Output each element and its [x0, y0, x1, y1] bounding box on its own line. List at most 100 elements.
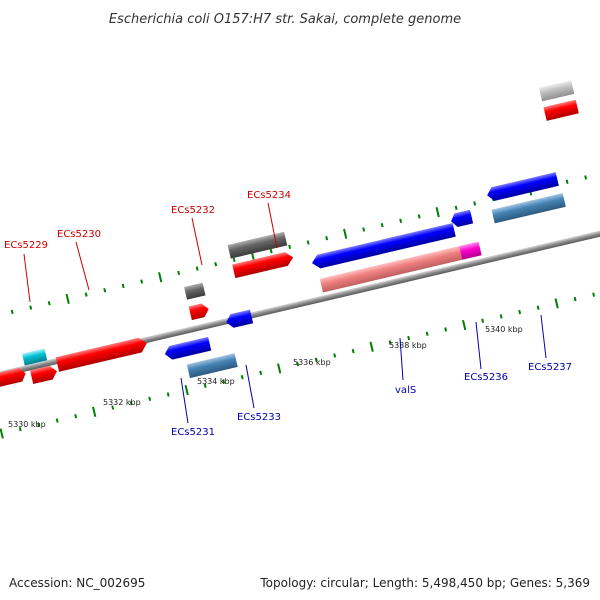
- tick-mark-forward-minor: [565, 179, 569, 184]
- gene-label-ecs5236: ECs5236: [464, 372, 508, 383]
- tick-mark-reverse-minor: [259, 370, 263, 375]
- tick-mark-reverse-major: [554, 298, 559, 309]
- gene-label-vals: valS: [395, 385, 416, 396]
- feature-ecs5231-cds: [164, 336, 212, 360]
- feature-ecs5237-gene: [491, 193, 566, 224]
- tick-label-5330: 5330 kbp: [8, 420, 46, 429]
- tick-mark-reverse-minor: [499, 314, 503, 319]
- tick-mark-reverse-minor: [351, 348, 355, 354]
- gene-label-ecs5230: ECs5230: [57, 229, 101, 240]
- tick-mark-reverse-minor: [55, 418, 59, 423]
- gene-label-ecs5231: ECs5231: [171, 427, 215, 438]
- map-body: [0, 80, 600, 439]
- feature-ecs5234-cds: [232, 252, 294, 279]
- tick-mark-forward-minor: [306, 240, 310, 245]
- tick-mark-forward-minor: [121, 283, 125, 289]
- feature-rna-gene-right: [538, 80, 575, 102]
- gene-label-ecs5229: ECs5229: [4, 240, 48, 251]
- tick-mark-reverse-major: [92, 406, 97, 417]
- tick-mark-reverse-minor: [444, 327, 448, 332]
- tick-row-reverse: [0, 292, 596, 439]
- gene-label-ecs5232: ECs5232: [171, 205, 215, 216]
- tick-mark-forward-minor: [195, 266, 199, 271]
- tick-mark-reverse-minor: [203, 383, 207, 388]
- tick-mark-forward-minor: [269, 249, 273, 254]
- tick-mark-forward-minor: [325, 235, 329, 241]
- leader-ecs5237: [540, 314, 547, 359]
- leader-ecs5236: [475, 321, 482, 370]
- tick-label-5338: 5338 kbp: [389, 341, 427, 350]
- tick-label-5334: 5334 kbp: [197, 377, 235, 386]
- tick-mark-forward-minor: [103, 288, 107, 293]
- tick-mark-forward-minor: [454, 205, 458, 210]
- tick-mark-reverse-minor: [240, 374, 244, 380]
- feature-ecs5237-cds: [487, 172, 559, 201]
- tick-mark-reverse-minor: [407, 335, 411, 341]
- tick-mark-forward-minor: [473, 201, 477, 206]
- tick-label-5332: 5332 kbp: [103, 398, 141, 407]
- feature-ecs5231-gene: [186, 353, 238, 379]
- genome-summary-text: Topology: circular; Length: 5,498,450 bp…: [259, 576, 590, 590]
- tick-mark-forward-minor: [29, 305, 33, 310]
- tick-mark-reverse-minor: [166, 392, 170, 397]
- feature-ecs5236-cds: [451, 209, 474, 227]
- feature-ecs5232-cds: [188, 303, 209, 321]
- leader-ecs5232: [191, 217, 203, 266]
- tick-mark-forward-major: [343, 228, 348, 239]
- feature-ecs5232-gene: [184, 282, 206, 300]
- leader-ecs5229: [23, 253, 31, 303]
- tick-mark-reverse-major: [184, 385, 189, 396]
- leader-vals: [399, 337, 404, 381]
- leader-ecs5230: [75, 241, 90, 291]
- leader-ecs5233: [245, 364, 255, 409]
- tick-mark-reverse-minor: [129, 400, 133, 406]
- feature-vals-gene: [319, 246, 463, 293]
- leader-ecs5231: [180, 377, 189, 424]
- tick-mark-reverse-major: [462, 319, 467, 331]
- tick-mark-forward-minor: [232, 257, 236, 263]
- tick-mark-reverse-minor: [18, 427, 22, 432]
- feature-ecs5234-gene: [227, 231, 288, 259]
- tick-mark-reverse-minor: [481, 318, 485, 323]
- label-leader-lines: [23, 202, 547, 424]
- tick-mark-reverse-major: [0, 428, 4, 439]
- tick-mark-forward-minor: [84, 292, 88, 297]
- feature-ecs5233-cds: [226, 309, 254, 328]
- tick-mark-reverse-minor: [573, 296, 577, 302]
- gene-label-ecs5233: ECs5233: [237, 412, 281, 423]
- tick-mark-reverse-major: [277, 363, 282, 374]
- tick-label-5336: 5336 kbp: [293, 358, 331, 367]
- tick-mark-reverse-minor: [148, 396, 152, 402]
- tick-mark-reverse-minor: [536, 305, 540, 310]
- feature-ecs5229-gene: [22, 348, 48, 366]
- feature-ecs5236-gene: [458, 241, 482, 260]
- tick-mark-forward-major: [435, 207, 440, 218]
- tick-mark-forward-minor: [380, 222, 384, 228]
- tick-mark-forward-minor: [584, 175, 588, 180]
- tick-mark-forward-minor: [47, 301, 51, 306]
- feature-ecs5230-cds: [55, 337, 147, 372]
- tick-labels: 5330 kbp 5332 kbp 5334 kbp 5336 kbp 5338…: [8, 325, 523, 429]
- tick-mark-forward-minor: [417, 214, 421, 219]
- tick-mark-reverse-minor: [333, 353, 337, 358]
- tick-mark-forward-minor: [177, 270, 181, 276]
- tick-label-5340: 5340 kbp: [485, 325, 523, 334]
- accession-text: Accession: NC_002695: [9, 576, 145, 590]
- tick-mark-forward-minor: [214, 262, 218, 267]
- tick-mark-reverse-minor: [37, 422, 41, 428]
- tick-mark-reverse-minor: [222, 379, 226, 384]
- tick-mark-forward-minor: [10, 309, 14, 315]
- tick-mark-reverse-minor: [592, 292, 596, 297]
- feature-ecs5229-cds: [30, 365, 57, 385]
- tick-mark-forward-minor: [288, 244, 292, 250]
- map-title: Escherichia coli O157:H7 str. Sakai, com…: [109, 12, 461, 27]
- feature-forward-cds: [0, 367, 26, 392]
- tick-mark-reverse-minor: [296, 361, 300, 367]
- tick-mark-reverse-minor: [314, 357, 318, 362]
- tick-mark-forward-minor: [140, 279, 144, 284]
- gene-labels: ECs5229 ECs5230 ECs5232 ECs5234 ECs5231 …: [4, 190, 572, 438]
- tick-mark-forward-major: [65, 293, 70, 305]
- tick-mark-reverse-major: [369, 341, 374, 352]
- feature-cds-right-forward: [543, 99, 579, 121]
